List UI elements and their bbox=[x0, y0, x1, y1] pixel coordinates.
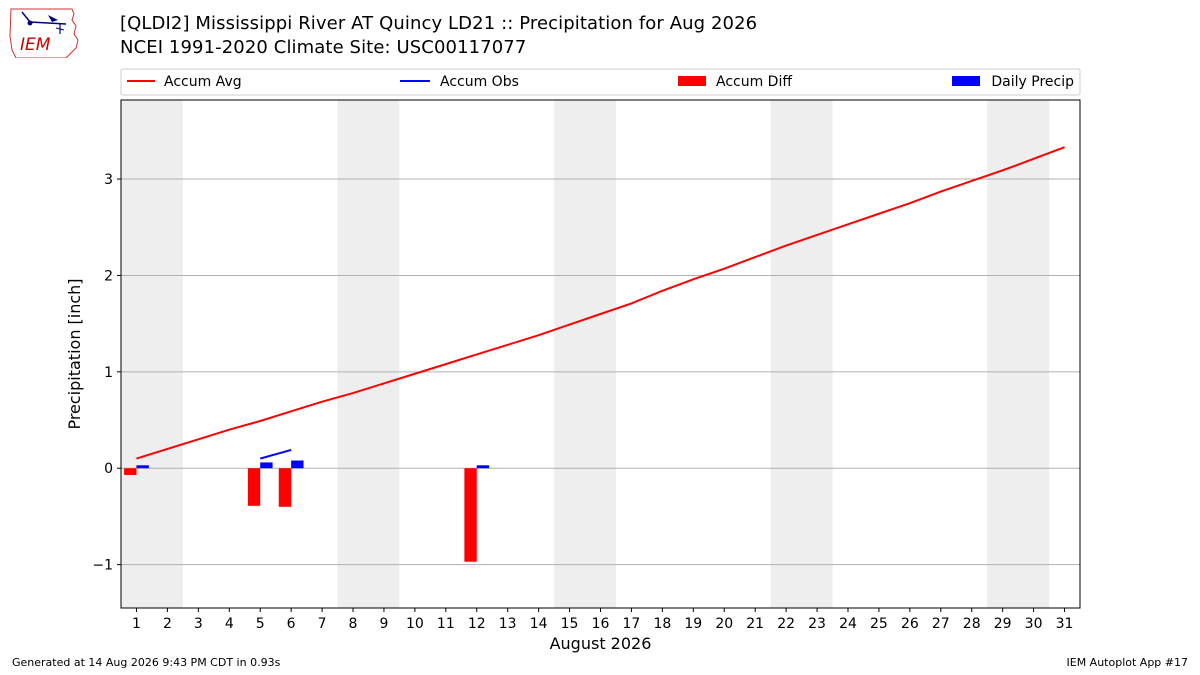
xtick-label-10: 10 bbox=[406, 616, 424, 632]
legend-entry-accum-obs: Accum Obs bbox=[400, 74, 519, 90]
legend-label-accum-obs: Accum Obs bbox=[440, 74, 519, 90]
weekend-band-16 bbox=[585, 100, 616, 608]
legend-box bbox=[120, 68, 1081, 96]
weekend-band-8 bbox=[337, 100, 369, 608]
xtick-label-2: 2 bbox=[163, 616, 172, 632]
y-axis-label: Precipitation [inch] bbox=[65, 278, 84, 429]
ytick-label-2: 1 bbox=[104, 365, 113, 381]
xtick-label-21: 21 bbox=[746, 616, 764, 632]
xtick-label-25: 25 bbox=[870, 616, 888, 632]
legend-entry-accum-avg: Accum Avg bbox=[127, 74, 242, 90]
xtick-label-12: 12 bbox=[468, 616, 486, 632]
bars bbox=[124, 460, 490, 562]
xtick-label-6: 6 bbox=[287, 616, 296, 632]
xtick-label-7: 7 bbox=[318, 616, 327, 632]
xtick-label-18: 18 bbox=[653, 616, 671, 632]
xtick-label-20: 20 bbox=[715, 616, 733, 632]
ytick-label-4: 3 bbox=[104, 172, 113, 188]
logo-text: IEM bbox=[20, 35, 51, 55]
legend-entry-accum-diff: Accum Diff bbox=[678, 74, 792, 90]
xtick-label-5: 5 bbox=[256, 616, 265, 632]
accum-diff-bar-1 bbox=[124, 468, 137, 475]
legend-label-accum-avg: Accum Avg bbox=[164, 74, 242, 90]
weekend-band-2 bbox=[151, 100, 183, 608]
weekend-band-15 bbox=[554, 100, 586, 608]
y-axis-ticks: −1 0 1 2 3 bbox=[92, 172, 121, 574]
daily-precip-bar-6 bbox=[291, 460, 304, 469]
ytick-label-3: 2 bbox=[104, 268, 113, 284]
xtick-label-4: 4 bbox=[225, 616, 234, 632]
xtick-label-30: 30 bbox=[1025, 616, 1043, 632]
xtick-label-27: 27 bbox=[932, 616, 950, 632]
xtick-label-23: 23 bbox=[808, 616, 826, 632]
xtick-label-26: 26 bbox=[901, 616, 919, 632]
legend-label-accum-diff: Accum Diff bbox=[716, 74, 792, 90]
app-id: IEM Autoplot App #17 bbox=[1066, 656, 1189, 669]
xtick-label-19: 19 bbox=[684, 616, 702, 632]
weekend-band-23 bbox=[801, 100, 833, 608]
weekend-band-29 bbox=[987, 100, 1019, 608]
weekend-band-22 bbox=[770, 100, 802, 608]
xtick-label-16: 16 bbox=[592, 616, 610, 632]
xtick-label-22: 22 bbox=[777, 616, 795, 632]
xtick-label-3: 3 bbox=[194, 616, 203, 632]
lines bbox=[136, 146, 1065, 468]
accum-diff-bar-5 bbox=[247, 468, 261, 506]
xtick-label-29: 29 bbox=[994, 616, 1012, 632]
weekend-band-9 bbox=[368, 100, 400, 608]
xtick-label-9: 9 bbox=[379, 616, 388, 632]
xtick-label-14: 14 bbox=[530, 616, 548, 632]
chart-subtitle: NCEI 1991-2020 Climate Site: USC00117077 bbox=[120, 37, 527, 58]
iem-logo: IEM bbox=[9, 8, 79, 58]
xtick-label-11: 11 bbox=[437, 616, 455, 632]
ytick-label-0: −1 bbox=[92, 558, 113, 574]
weekend-band-30 bbox=[1018, 100, 1050, 608]
xtick-label-28: 28 bbox=[963, 616, 981, 632]
xtick-label-13: 13 bbox=[499, 616, 517, 632]
xtick-label-17: 17 bbox=[623, 616, 641, 632]
xtick-label-31: 31 bbox=[1056, 616, 1074, 632]
generated-timestamp: Generated at 14 Aug 2026 9:43 PM CDT in … bbox=[12, 656, 281, 669]
accum-obs-line-segment-1 bbox=[259, 448, 292, 460]
weekend-band-1 bbox=[121, 100, 152, 608]
accum-diff-bar-12 bbox=[464, 468, 477, 562]
legend-label-daily-precip: Daily Precip bbox=[991, 74, 1074, 90]
legend-symbol-accum-diff bbox=[678, 76, 706, 86]
xtick-label-24: 24 bbox=[839, 616, 857, 632]
legend-entry-daily-precip: Daily Precip bbox=[952, 74, 1074, 90]
accum-avg-line bbox=[136, 146, 1065, 460]
x-axis-label: August 2026 bbox=[550, 634, 652, 653]
xtick-label-1: 1 bbox=[132, 616, 141, 632]
chart-title: [QLDI2] Mississippi River AT Quincy LD21… bbox=[120, 13, 758, 34]
legend: Accum Avg Accum Obs Accum Diff Daily Pre… bbox=[120, 68, 1081, 96]
x-axis-ticks: 1 2 3 4 5 6 7 8 9 10 11 12 13 14 15 16 17 18 19 20 21 22 23 24 2… bbox=[132, 608, 1073, 632]
daily-precip-bar-5 bbox=[260, 462, 273, 469]
ytick-label-1: 0 bbox=[104, 461, 113, 477]
weekend-shading bbox=[121, 100, 1050, 608]
legend-symbol-daily-precip bbox=[952, 76, 980, 86]
accum-diff-bar-6 bbox=[278, 468, 292, 507]
xtick-label-15: 15 bbox=[561, 616, 579, 632]
xtick-label-8: 8 bbox=[349, 616, 358, 632]
